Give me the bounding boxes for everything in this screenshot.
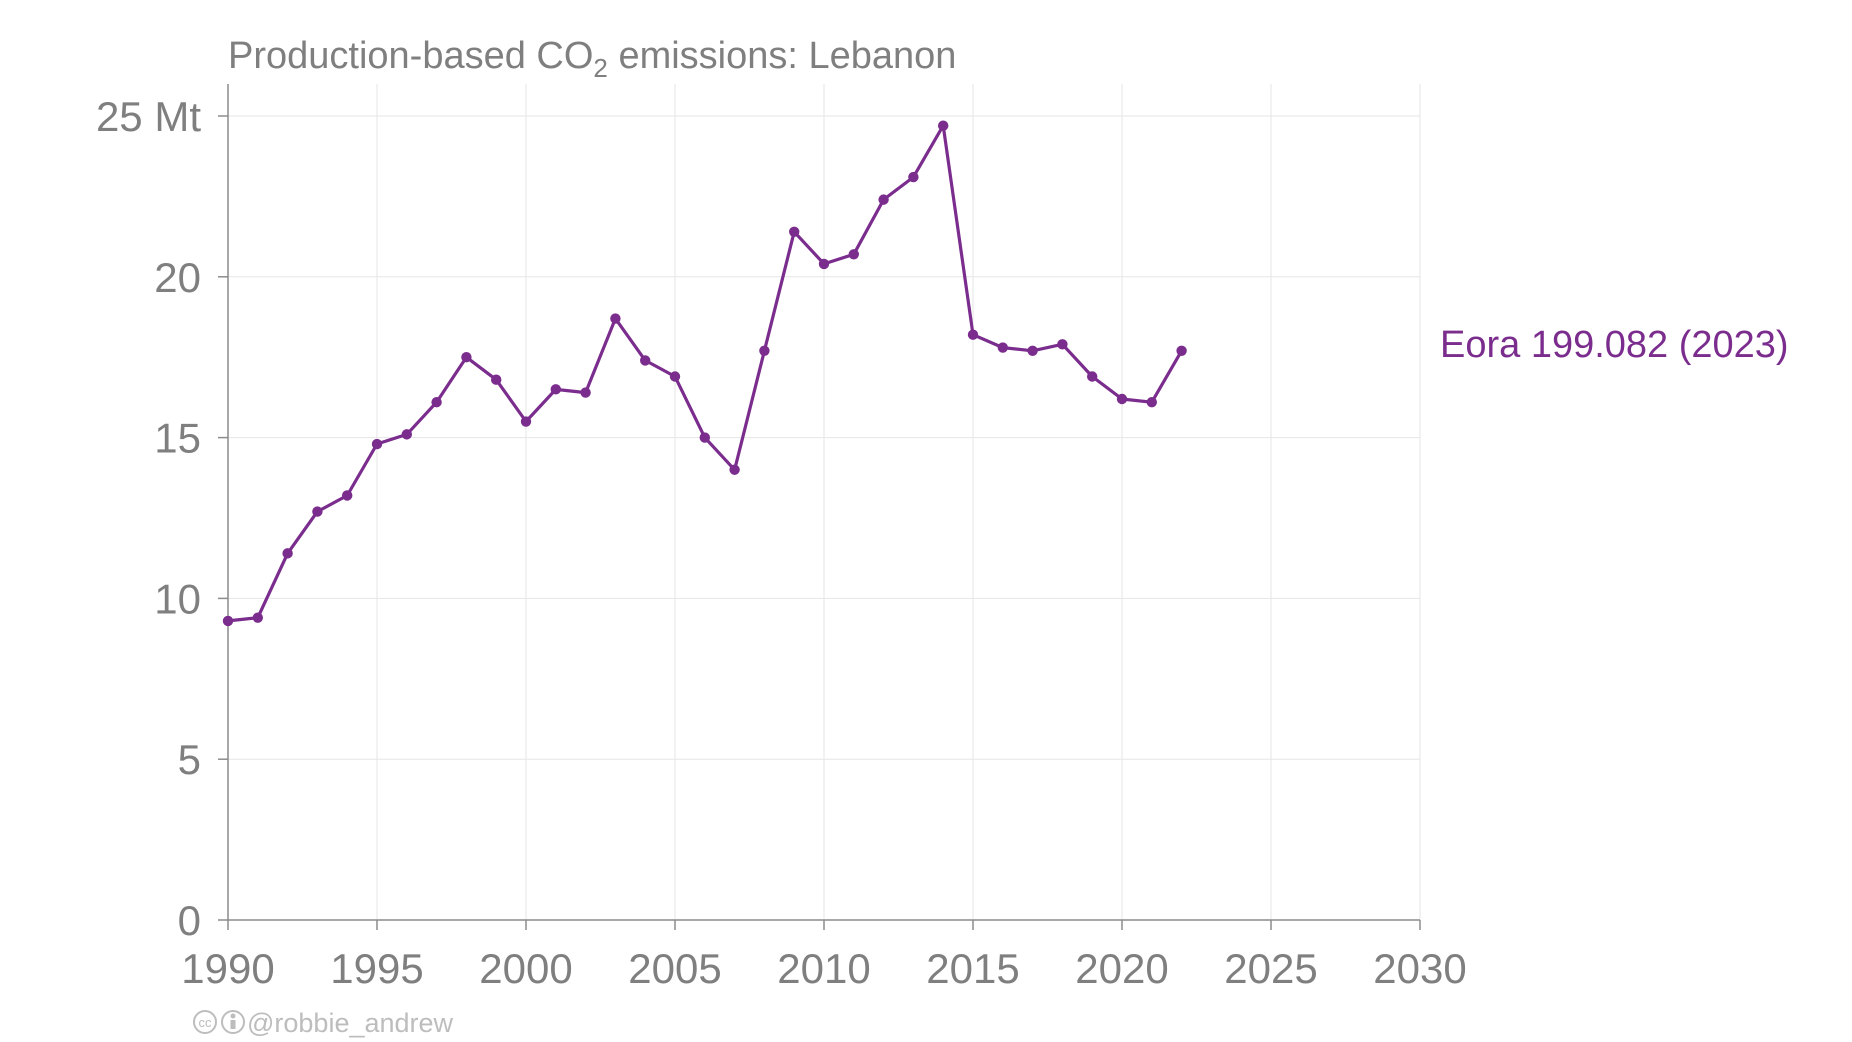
data-point-1997 (431, 397, 442, 408)
data-point-1995 (371, 438, 383, 450)
data-point-1991 (252, 612, 263, 623)
data-point-2003 (610, 313, 621, 324)
x-tick-label-2025: 2025 (1224, 945, 1317, 992)
y-tick-label-15: 15 (154, 415, 201, 462)
series-label: Eora 199.082 (2023) (1440, 324, 1789, 366)
data-point-2015 (967, 329, 979, 340)
data-point-2001 (550, 384, 561, 395)
chart-title: Production-based CO2 emissions: Lebanon (228, 35, 956, 83)
x-gridlines (376, 84, 1421, 920)
data-point-2006 (699, 432, 710, 443)
x-tick-label-2000: 2000 (479, 945, 572, 992)
data-point-2012 (878, 194, 889, 205)
by-icon (221, 1010, 245, 1034)
data-point-1990 (222, 615, 234, 627)
data-point-2011 (848, 249, 859, 260)
x-tick-label-2015: 2015 (926, 945, 1019, 992)
x-tick-label-2030: 2030 (1373, 945, 1466, 992)
x-tick-label-2020: 2020 (1075, 945, 1168, 992)
y-tick-label-0: 0 (178, 897, 201, 944)
data-point-2007 (729, 464, 740, 475)
data-point-2021 (1146, 397, 1158, 408)
data-point-2018 (1057, 339, 1068, 350)
y-tick-label-25: 25 Mt (96, 93, 201, 140)
data-point-2017 (1027, 345, 1038, 356)
data-point-2008 (759, 345, 770, 356)
chart-title-subscript: 2 (593, 53, 607, 83)
data-point-1998 (461, 352, 472, 363)
data-point-1996 (401, 429, 412, 440)
series-line (227, 123, 1183, 623)
y-tick-label-10: 10 (154, 575, 201, 622)
data-point-2005 (669, 371, 681, 382)
chart-title-prefix: Production-based CO (228, 35, 593, 77)
y-axis-ticks: 0 5 10 15 20 25 Mt (96, 93, 228, 944)
svg-text:cc: cc (199, 1015, 213, 1030)
credit-handle: @robbie_andrew (247, 1008, 454, 1038)
data-point-2013 (908, 171, 919, 183)
data-point-2000 (520, 416, 532, 427)
x-tick-label-1990: 1990 (181, 945, 274, 992)
data-point-2020 (1116, 393, 1128, 405)
data-point-1992 (282, 548, 293, 559)
data-point-2004 (640, 355, 651, 366)
y-gridlines (228, 115, 1420, 760)
y-tick-label-20: 20 (154, 254, 201, 301)
data-point-1999 (491, 374, 502, 385)
data-point-2014 (938, 120, 949, 131)
data-point-2022 (1176, 345, 1187, 356)
data-point-2009 (789, 226, 800, 237)
data-point-2002 (580, 387, 591, 398)
data-point-2010 (818, 258, 830, 270)
series-eora (222, 120, 1187, 627)
x-axis-ticks: 1990 1995 2000 2005 2010 2015 2020 2025 2030 (181, 920, 1467, 992)
data-point-1994 (342, 490, 353, 501)
cc-icon: cc (193, 1010, 217, 1034)
x-tick-label-1995: 1995 (330, 945, 423, 992)
x-tick-label-2005: 2005 (628, 945, 721, 992)
x-tick-label-2010: 2010 (777, 945, 870, 992)
data-point-2019 (1087, 371, 1098, 382)
data-point-1993 (312, 506, 323, 517)
chart-title-suffix: emissions: Lebanon (608, 35, 957, 77)
data-point-2016 (997, 342, 1008, 353)
credit: cc @robbie_andrew (193, 1008, 454, 1038)
y-tick-label-5: 5 (178, 736, 201, 783)
